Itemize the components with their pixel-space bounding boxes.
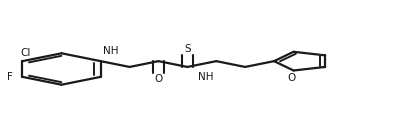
Text: O: O	[288, 73, 296, 83]
Text: NH: NH	[198, 72, 214, 82]
Text: NH: NH	[103, 46, 119, 56]
Text: S: S	[184, 44, 191, 54]
Text: O: O	[154, 74, 163, 84]
Text: F: F	[7, 72, 13, 82]
Text: Cl: Cl	[20, 48, 31, 58]
